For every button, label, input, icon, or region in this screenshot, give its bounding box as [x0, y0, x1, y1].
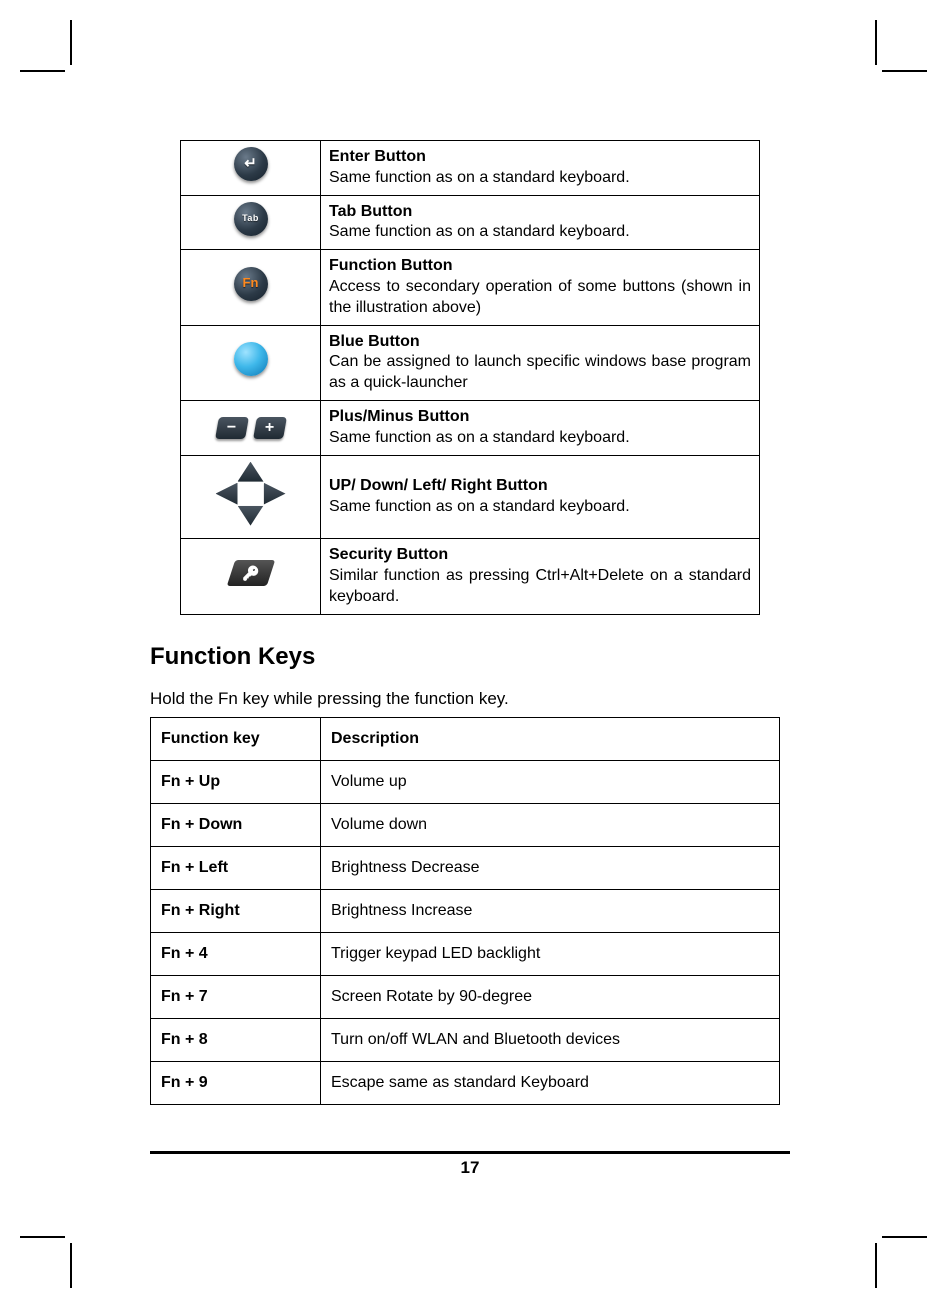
function-key-cell: Fn + Up [151, 760, 321, 803]
button-title: Blue Button [329, 333, 420, 350]
button-description-cell: Security Button Similar function as press… [321, 539, 760, 614]
function-description-cell: Turn on/off WLAN and Bluetooth devices [321, 1018, 780, 1061]
function-key-cell: Fn + 8 [151, 1018, 321, 1061]
button-description-cell: Blue Button Can be assigned to launch spe… [321, 325, 760, 400]
page-number: 17 [461, 1158, 480, 1177]
function-key-cell: Fn + Right [151, 889, 321, 932]
button-description: Same function as on a standard keyboard. [329, 169, 630, 186]
button-icon-cell: ↵ [181, 141, 321, 196]
tab-icon: Tab [234, 202, 268, 236]
crop-mark [20, 70, 65, 72]
crop-mark [70, 1243, 72, 1288]
button-description-cell: Enter Button Same function as on a standa… [321, 141, 760, 196]
table-row: Fn + 9Escape same as standard Keyboard [151, 1061, 780, 1104]
section-heading: Function Keys [150, 643, 790, 671]
crop-mark [882, 1236, 927, 1238]
button-title: Tab Button [329, 203, 412, 220]
footer-rule [150, 1151, 790, 1154]
table-row: ↵ Enter Button Same function as on a stand… [181, 141, 760, 196]
buttons-table: ↵ Enter Button Same function as on a stand… [180, 140, 760, 615]
button-icon-cell: Fn [181, 250, 321, 325]
function-description-cell: Screen Rotate by 90-degree [321, 975, 780, 1018]
button-icon-cell [181, 455, 321, 539]
button-icon-cell: −+ [181, 400, 321, 455]
crop-mark [875, 20, 877, 65]
table-row: Fn + RightBrightness Increase [151, 889, 780, 932]
table-header-row: Function key Description [151, 717, 780, 760]
table-row: Fn + 8Turn on/off WLAN and Bluetooth dev… [151, 1018, 780, 1061]
table-row: Fn + 7Screen Rotate by 90-degree [151, 975, 780, 1018]
button-description-cell: Tab Button Same function as on a standard… [321, 195, 760, 250]
button-icon-cell [181, 539, 321, 614]
function-key-cell: Fn + Left [151, 846, 321, 889]
button-title: Function Button [329, 257, 453, 274]
table-row: UP/ Down/ Left/ Right Button Same functio… [181, 455, 760, 539]
table-row: Blue Button Can be assigned to launch spe… [181, 325, 760, 400]
crop-mark [875, 1243, 877, 1288]
column-header-description: Description [321, 717, 780, 760]
button-description: Same function as on a standard keyboard. [329, 223, 630, 240]
button-description: Same function as on a standard keyboard. [329, 429, 630, 446]
table-row: Tab Tab Button Same function as on a stand… [181, 195, 760, 250]
function-description-cell: Brightness Increase [321, 889, 780, 932]
crop-mark [882, 70, 927, 72]
button-title: Plus/Minus Button [329, 408, 469, 425]
button-title: Enter Button [329, 148, 426, 165]
button-icon-cell: Tab [181, 195, 321, 250]
table-row: Fn + DownVolume down [151, 803, 780, 846]
function-key-cell: Fn + 9 [151, 1061, 321, 1104]
security-key-icon [226, 560, 274, 586]
button-icon-cell [181, 325, 321, 400]
table-row: Fn + 4Trigger keypad LED backlight [151, 932, 780, 975]
page-content: ↵ Enter Button Same function as on a stand… [150, 140, 790, 1105]
button-description-cell: Plus/Minus Button Same function as on a s… [321, 400, 760, 455]
button-description: Similar function as pressing Ctrl+Alt+De… [329, 567, 751, 605]
function-key-cell: Fn + Down [151, 803, 321, 846]
table-row: Fn + UpVolume up [151, 760, 780, 803]
function-description-cell: Volume down [321, 803, 780, 846]
table-row: −+ Plus/Minus Button Same function as on a… [181, 400, 760, 455]
button-description: Can be assigned to launch specific windo… [329, 353, 751, 391]
dpad-icon [216, 462, 286, 526]
button-description: Same function as on a standard keyboard. [329, 498, 630, 515]
enter-icon: ↵ [234, 147, 268, 181]
function-key-cell: Fn + 4 [151, 932, 321, 975]
crop-mark [20, 1236, 65, 1238]
function-key-cell: Fn + 7 [151, 975, 321, 1018]
button-title: Security Button [329, 546, 448, 563]
function-description-cell: Trigger keypad LED backlight [321, 932, 780, 975]
fn-icon: Fn [234, 267, 268, 301]
function-description-cell: Escape same as standard Keyboard [321, 1061, 780, 1104]
page-footer: 17 [150, 1151, 790, 1178]
section-intro: Hold the Fn key while pressing the funct… [150, 689, 790, 709]
button-description-cell: UP/ Down/ Left/ Right Button Same functio… [321, 455, 760, 539]
column-header-key: Function key [151, 717, 321, 760]
function-description-cell: Brightness Decrease [321, 846, 780, 889]
blue-button-icon [234, 342, 268, 376]
table-row: Fn Function Button Access to secondary ope… [181, 250, 760, 325]
table-row: Fn + LeftBrightness Decrease [151, 846, 780, 889]
button-description-cell: Function Button Access to secondary opera… [321, 250, 760, 325]
function-keys-table: Function key Description Fn + UpVolume u… [150, 717, 780, 1105]
table-row: Security Button Similar function as press… [181, 539, 760, 614]
document-page: ↵ Enter Button Same function as on a stand… [0, 0, 947, 1308]
button-description: Access to secondary operation of some bu… [329, 278, 751, 316]
button-title: UP/ Down/ Left/ Right Button [329, 477, 548, 494]
plus-minus-icon: −+ [217, 417, 285, 439]
crop-mark [70, 20, 72, 65]
function-description-cell: Volume up [321, 760, 780, 803]
